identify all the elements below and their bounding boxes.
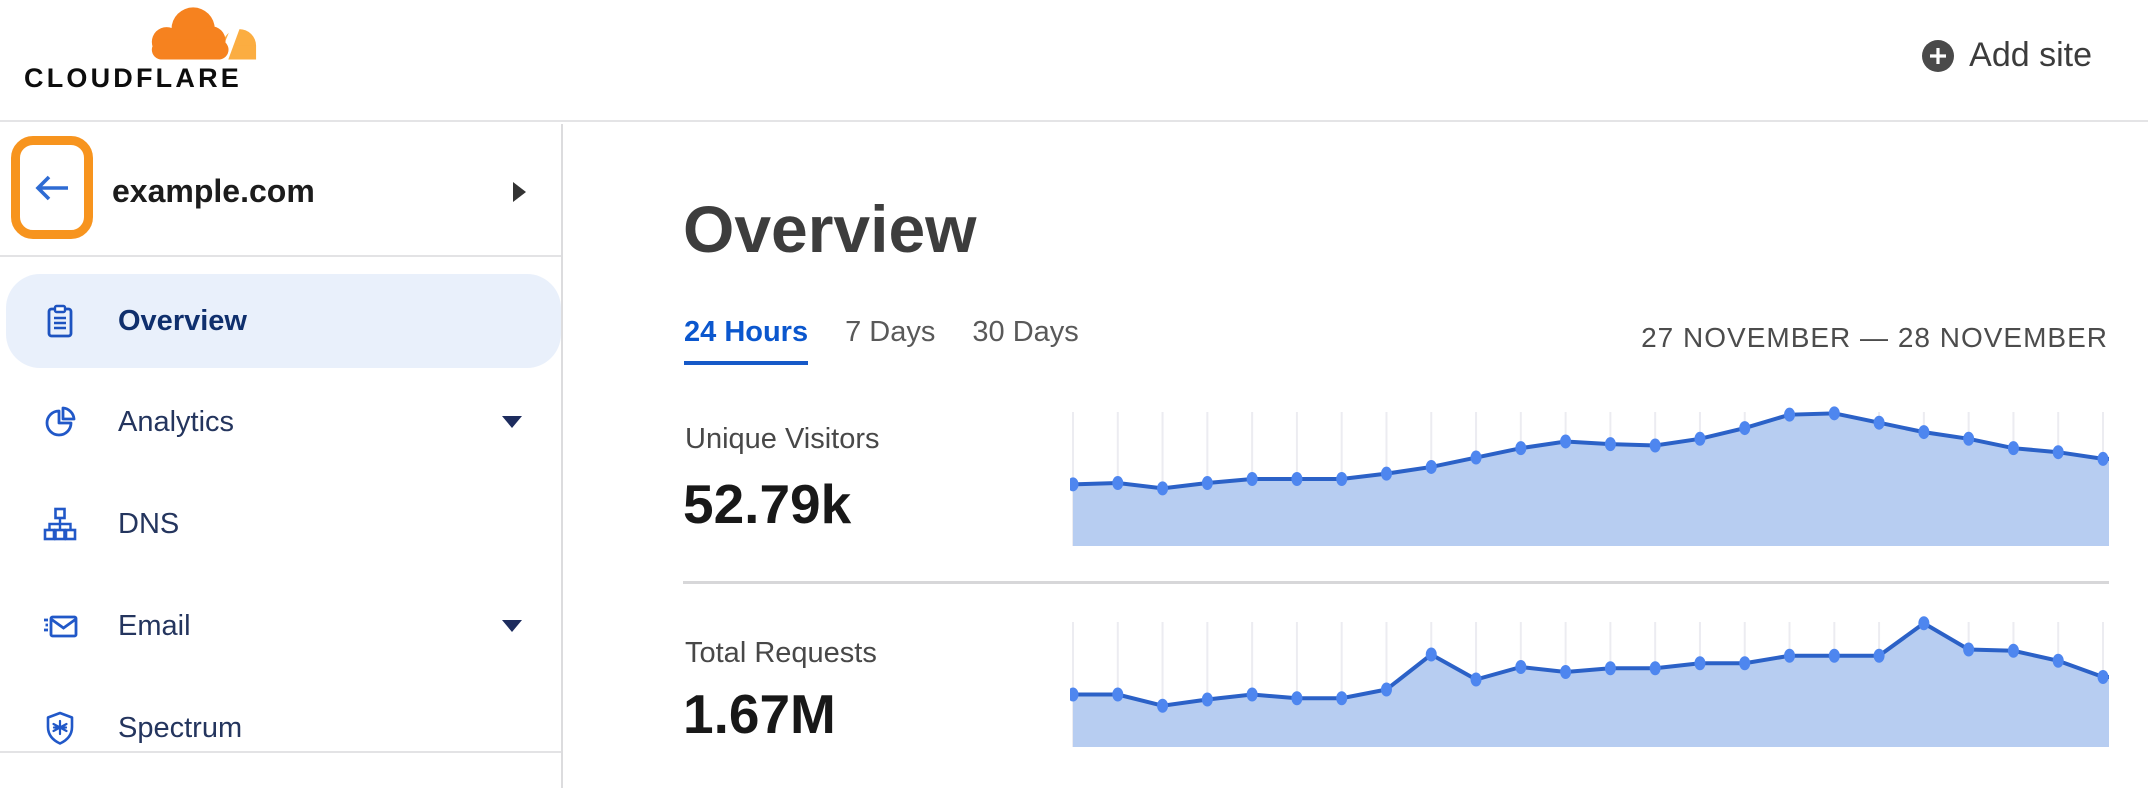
sidebar-item-analytics[interactable]: Analytics [0,392,559,452]
site-switcher-row: example.com [0,124,561,257]
data-point [1291,472,1303,486]
sidebar-item-spectrum[interactable]: Spectrum [0,698,559,758]
sidebar-item-label: Overview [118,304,247,337]
data-point [1336,691,1348,706]
add-site-button[interactable]: Add site [1922,36,2092,75]
data-point [1336,472,1348,486]
data-point [1070,687,1079,702]
data-point [1963,431,1975,446]
data-point [2097,670,2109,684]
data-point [2052,653,2064,668]
back-button[interactable] [11,136,93,239]
data-point [1604,661,1616,676]
data-point [1873,415,1885,430]
add-site-label: Add site [1969,36,2092,74]
cloudflare-cloud-icon [151,7,257,60]
data-point [1784,648,1796,663]
section-divider [683,581,2109,584]
data-point [1784,407,1796,422]
chevron-down-icon[interactable] [502,620,522,632]
data-point [1560,434,1572,449]
active-item-highlight [6,274,561,368]
data-point [1694,431,1706,446]
data-point [1070,477,1079,492]
chevron-down-icon[interactable] [502,416,522,428]
data-point [1873,648,1885,663]
data-point [1515,441,1527,456]
data-point [1649,438,1661,453]
sidebar-item-dns[interactable]: DNS [0,494,559,554]
data-point [1828,406,1840,421]
arrow-left-icon [35,175,68,200]
sidebar-item-label: Email [118,609,191,642]
data-point [2052,445,2064,460]
clipboard-icon [47,304,73,338]
data-point [1515,660,1527,674]
area-fill [1073,623,2109,747]
sidebar-item-overview[interactable]: Overview [0,291,559,351]
data-point [1246,687,1258,702]
data-point [1246,472,1258,486]
envelope-icon [44,615,78,638]
data-point [2097,451,2109,466]
unique-visitors-label: Unique Visitors [685,423,880,455]
pie-chart-icon [45,406,76,437]
data-point [1739,656,1751,671]
page-title: Overview [683,192,977,266]
sidebar: example.com Overview Analytics [0,124,563,788]
data-point [2007,643,2019,658]
data-point [1828,648,1840,663]
data-point [1739,421,1751,436]
area-fill [1073,413,2109,546]
data-point [1201,476,1213,491]
data-point [1604,437,1616,452]
time-range-tabs: 24 Hours 7 Days 30 Days [684,316,1079,365]
data-point [1649,661,1661,676]
total-requests-label: Total Requests [685,637,877,669]
date-range-label: 27 NOVEMBER — 28 NOVEMBER [1641,322,2108,353]
cloudflare-wordmark: CLOUDFLARE [24,63,242,93]
data-point [1470,672,1482,687]
tab-30-days[interactable]: 30 Days [972,316,1079,348]
total-requests-chart [1070,616,2109,747]
sidebar-item-label: DNS [118,507,180,540]
data-point [1380,466,1392,481]
data-point [1201,692,1213,707]
site-expand-caret-icon[interactable] [513,182,526,202]
data-point [1918,425,1930,440]
data-point [1694,656,1706,671]
data-point [1380,682,1392,697]
data-point [1470,450,1482,465]
top-header: CLOUDFLARE Add site [0,0,2148,122]
data-point [1157,698,1169,713]
data-point [1112,476,1124,491]
sitemap-icon [43,507,77,541]
total-requests-value: 1.67M [683,683,836,745]
shield-icon [46,711,74,745]
unique-visitors-chart [1070,406,2109,546]
sidebar-item-label: Spectrum [118,711,243,744]
data-point [1918,616,1930,631]
sidebar-divider [0,751,561,753]
unique-visitors-value: 52.79k [683,473,852,535]
data-point [1560,665,1572,679]
main-content: Overview 24 Hours 7 Days 30 Days 27 NOVE… [565,122,2148,788]
data-point [1157,481,1169,496]
data-point [1425,459,1437,474]
sidebar-item-label: Analytics [118,405,235,438]
plus-circle-icon [1922,39,1955,72]
tab-24-hours[interactable]: 24 Hours [684,316,809,365]
data-point [1291,691,1303,706]
cloudflare-logo: CLOUDFLARE [24,4,264,94]
sidebar-item-email[interactable]: Email [0,596,559,656]
data-point [1425,647,1437,662]
site-name: example.com [112,173,315,209]
data-point [1112,687,1124,702]
data-point [1963,642,1975,657]
data-point [2007,441,2019,456]
tab-7-days[interactable]: 7 Days [845,316,936,348]
